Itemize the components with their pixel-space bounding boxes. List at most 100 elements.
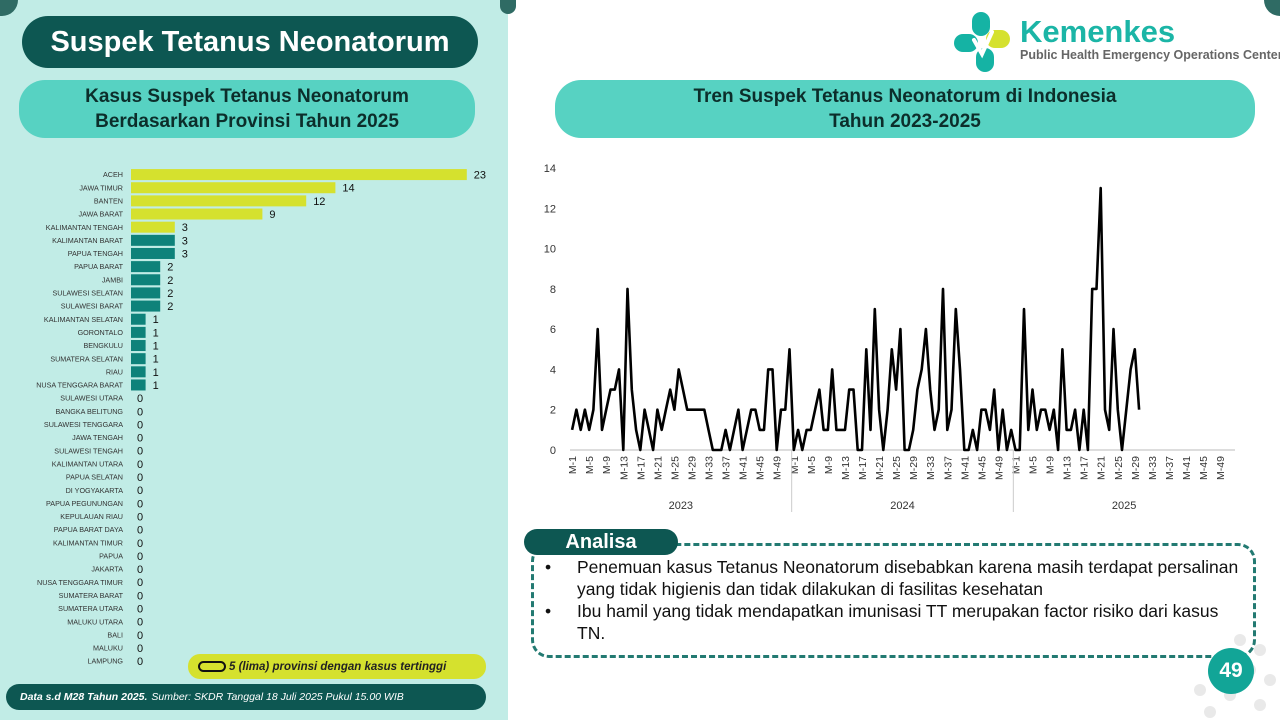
bar-value-label: 0 xyxy=(137,498,143,510)
bar-chart-legend: 5 (lima) provinsi dengan kasus tertinggi xyxy=(188,654,486,679)
bar-category-label: SUMATERA UTARA xyxy=(58,604,123,613)
bar-value-label: 0 xyxy=(137,525,143,537)
bar-value-label: 2 xyxy=(167,288,173,300)
x-tick-label: M-1 xyxy=(567,456,579,474)
bar-value-label: 0 xyxy=(137,511,143,523)
x-tick-label: M-1 xyxy=(789,456,801,474)
bar-value-label: 2 xyxy=(167,262,173,274)
analysis-label: Analisa xyxy=(524,529,678,555)
x-tick-label: M-25 xyxy=(669,456,681,480)
source-footer: Data s.d M28 Tahun 2025. Sumber: SKDR Ta… xyxy=(6,684,486,710)
bar-chart-title-line-1: Kasus Suspek Tetanus Neonatorum xyxy=(85,86,409,107)
bar-category-label: NUSA TENGGARA BARAT xyxy=(36,381,123,390)
x-tick-label: M-17 xyxy=(635,456,647,480)
bar-category-label: JAWA TIMUR xyxy=(79,183,123,192)
line-chart-title-line-2: Tahun 2023-2025 xyxy=(829,111,981,132)
x-tick-label: M-21 xyxy=(874,456,886,480)
x-tick-label: M-1 xyxy=(1010,456,1022,474)
bar-value-label: 2 xyxy=(167,275,173,287)
bar-value-label: 14 xyxy=(342,183,354,195)
x-tick-label: M-25 xyxy=(1113,456,1125,480)
bar-category-label: SULAWESI SELATAN xyxy=(52,289,123,298)
bar-value-label: 0 xyxy=(137,538,143,550)
x-tick-label: M-13 xyxy=(1062,456,1074,480)
x-tick-label: M-21 xyxy=(1096,456,1108,480)
bar xyxy=(131,261,161,273)
x-tick-label: M-5 xyxy=(1028,456,1040,474)
bar-category-label: JAWA BARAT xyxy=(79,210,124,219)
bar-category-label: SULAWESI BARAT xyxy=(61,302,124,311)
bar-category-label: KALIMANTAN TENGAH xyxy=(46,223,123,232)
bar-category-label: BANTEN xyxy=(94,196,123,205)
bar-category-label: KALIMANTAN UTARA xyxy=(52,459,123,468)
bar-category-label: KALIMANTAN BARAT xyxy=(52,236,123,245)
x-tick-label: M-45 xyxy=(1198,456,1210,480)
y-tick-label: 4 xyxy=(550,364,556,376)
bar-category-label: JAMBI xyxy=(102,275,123,284)
weekly-cases-line xyxy=(570,186,1141,452)
bar-value-label: 1 xyxy=(153,380,159,392)
bar-category-label: KEPULAUAN RIAU xyxy=(60,512,123,521)
bar-category-label: ACEH xyxy=(103,170,123,179)
page-title: Suspek Tetanus Neonatorum xyxy=(22,16,478,68)
x-tick-label: M-13 xyxy=(840,456,852,480)
bar xyxy=(131,182,336,194)
bar-value-label: 0 xyxy=(137,472,143,484)
x-tick-label: M-33 xyxy=(925,456,937,480)
bar-category-label: BALI xyxy=(107,630,123,639)
x-tick-label: M-37 xyxy=(721,456,733,480)
logo-wordmark: Kemenkes xyxy=(1020,14,1176,49)
x-tick-label: M-45 xyxy=(976,456,988,480)
bar-category-label: PAPUA PEGUNUNGAN xyxy=(46,499,123,508)
bar-value-label: 1 xyxy=(153,327,159,339)
bar-category-label: PAPUA TENGAH xyxy=(68,249,123,258)
bar xyxy=(131,326,146,338)
x-tick-label: M-49 xyxy=(1215,456,1227,480)
bar-category-label: RIAU xyxy=(106,367,123,376)
bar-category-label: JAKARTA xyxy=(91,565,123,574)
x-tick-label: M-29 xyxy=(686,456,698,480)
bar xyxy=(131,287,161,299)
bar-category-label: SUMATERA BARAT xyxy=(59,591,124,600)
x-tick-label: M-9 xyxy=(1045,456,1057,474)
line-chart-title: Tren Suspek Tetanus Neonatorum di Indone… xyxy=(555,80,1255,138)
bar-value-label: 3 xyxy=(182,222,188,234)
bar xyxy=(131,340,146,352)
bar xyxy=(131,300,161,312)
analysis-item: Ibu hamil yang tidak mendapatkan imunisa… xyxy=(545,600,1245,644)
bar xyxy=(131,313,146,325)
bar-value-label: 0 xyxy=(137,419,143,431)
bar-value-label: 0 xyxy=(137,617,143,629)
analysis-list: Penemuan kasus Tetanus Neonatorum diseba… xyxy=(545,556,1245,644)
bar-value-label: 0 xyxy=(137,590,143,602)
kemenkes-logo-icon xyxy=(954,12,1010,72)
bar xyxy=(131,234,175,246)
x-tick-label: M-25 xyxy=(891,456,903,480)
bar-value-label: 9 xyxy=(269,209,275,221)
bar-value-label: 0 xyxy=(137,551,143,563)
bar-category-label: SUMATERA SELATAN xyxy=(50,354,123,363)
bar xyxy=(131,247,175,259)
bar xyxy=(131,208,263,220)
x-tick-label: M-17 xyxy=(1079,456,1091,480)
year-group-label: 2023 xyxy=(669,500,693,512)
bar-category-label: KALIMANTAN SELATAN xyxy=(44,315,123,324)
bar-value-label: 1 xyxy=(153,314,159,326)
bar-value-label: 0 xyxy=(137,604,143,616)
page-number: 49 xyxy=(1208,648,1254,694)
bar-category-label: BANGKA BELITUNG xyxy=(55,407,123,416)
x-tick-label: M-37 xyxy=(1164,456,1176,480)
bar-category-label: DI YOGYAKARTA xyxy=(66,486,124,495)
x-tick-label: M-33 xyxy=(704,456,716,480)
year-group-label: 2024 xyxy=(890,500,914,512)
bar-chart-title-line-2: Berdasarkan Provinsi Tahun 2025 xyxy=(95,111,399,132)
x-tick-label: M-29 xyxy=(908,456,920,480)
bar-value-label: 0 xyxy=(137,393,143,405)
x-tick-label: M-33 xyxy=(1147,456,1159,480)
x-tick-label: M-21 xyxy=(652,456,664,480)
x-tick-label: M-9 xyxy=(601,456,613,474)
bar-category-label: SULAWESI TENGGARA xyxy=(44,420,123,429)
bar-category-label: SULAWESI TENGAH xyxy=(54,446,123,455)
bar-category-label: BENGKULU xyxy=(83,341,123,350)
bar-category-label: LAMPUNG xyxy=(87,657,123,666)
